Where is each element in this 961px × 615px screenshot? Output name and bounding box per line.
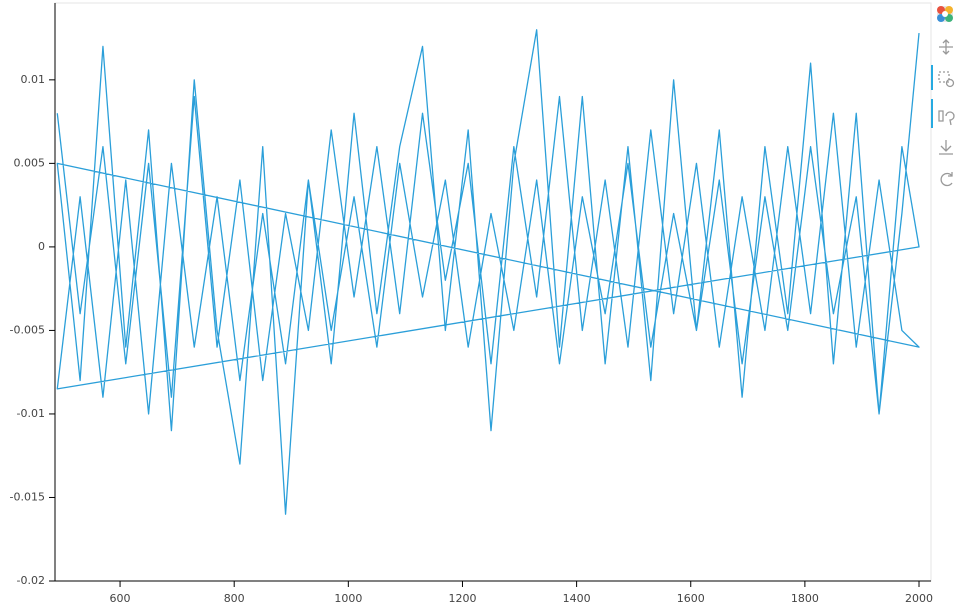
y-tick-label: -0.015 [10,490,45,503]
reset-tool[interactable] [940,172,953,187]
wheel-zoom-tool[interactable] [938,110,955,126]
y-tick-label: -0.01 [17,407,45,420]
x-tick-label: 2000 [905,592,933,605]
y-tick-label: -0.02 [17,574,45,587]
box-zoom-lens [945,78,955,88]
box-zoom-tool[interactable] [938,71,950,83]
data-line [56,29,920,515]
x-tick-label: 800 [224,592,245,605]
y-tick-label: -0.005 [10,323,45,336]
pan-tool[interactable] [939,39,953,55]
y-tick-label: 0 [38,240,45,253]
x-tick-label: 600 [110,592,131,605]
x-tick-label: 1800 [791,592,819,605]
x-tick-label: 1200 [448,592,476,605]
x-tick-label: 1000 [334,592,362,605]
y-tick-label: 0.01 [21,73,46,86]
x-tick-label: 1600 [677,592,705,605]
x-tick-label: 1400 [563,592,591,605]
plot-frame [54,2,932,582]
y-tick-label: 0.005 [14,156,46,169]
save-tool[interactable] [939,140,953,155]
bokeh-logo[interactable] [937,6,953,22]
toolbar [931,6,955,187]
